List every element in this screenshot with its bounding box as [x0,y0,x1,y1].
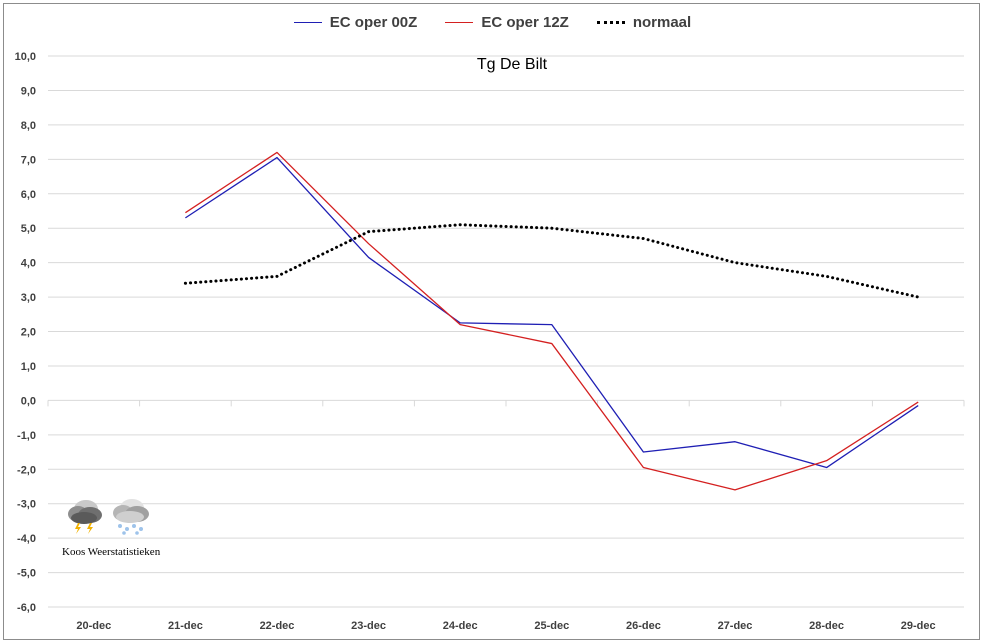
chart-frame [3,3,980,640]
legend-item-ec-oper-00z: EC oper 00Z [293,14,418,31]
y-tick-label: 3,0 [21,292,36,304]
y-tick-label: 4,0 [21,258,36,270]
x-tick-label: 23-dec [351,620,386,632]
y-tick-label: -6,0 [17,602,36,614]
legend-item-ec-oper-12z: EC oper 12Z [445,14,569,31]
x-tick-label: 22-dec [260,620,295,632]
y-tick-label: 1,0 [21,361,36,373]
y-tick-label: 7,0 [21,154,36,166]
watermark-text: Koos Weerstatistieken [62,546,161,558]
legend-label-00z: EC oper 00Z [329,14,418,31]
x-tick-label: 27-dec [718,620,753,632]
watermark: Koos Weerstatistieken [62,496,172,558]
chart-legend: EC oper 00Z EC oper 12Z normaal [0,14,985,31]
x-tick-label: 21-dec [168,620,203,632]
snow-cloud-icon [113,499,149,535]
legend-swatch-12z [445,22,474,23]
x-tick-label: 28-dec [809,620,844,632]
y-tick-label: -4,0 [17,533,36,545]
legend-item-normaal: normaal [596,14,692,31]
y-tick-label: 5,0 [21,223,36,235]
y-tick-label: 10,0 [15,51,36,63]
series-line-2 [183,223,920,299]
y-tick-label: -1,0 [17,430,36,442]
legend-swatch-00z [293,22,322,23]
series-line-0 [185,156,919,469]
y-tick-label: -3,0 [17,499,36,511]
y-tick-label: 6,0 [21,189,36,201]
legend-swatch-normaal [596,21,625,24]
thunderstorm-cloud-icon [68,500,102,534]
legend-label-12z: EC oper 12Z [481,14,569,31]
x-tick-label: 26-dec [626,620,661,632]
x-tick-label: 29-dec [901,620,936,632]
y-tick-label: 8,0 [21,120,36,132]
y-tick-label: -2,0 [17,464,36,476]
x-tick-label: 24-dec [443,620,478,632]
y-tick-label: 0,0 [21,395,36,407]
x-tick-label: 20-dec [76,620,111,632]
series-line-1 [185,151,919,491]
x-tick-label: 25-dec [534,620,569,632]
chart-title: Tg De Bilt [476,56,548,73]
legend-label-normaal: normaal [632,14,692,31]
y-tick-label: 2,0 [21,327,36,339]
y-tick-label: 9,0 [21,85,36,97]
y-tick-label: -5,0 [17,568,36,580]
